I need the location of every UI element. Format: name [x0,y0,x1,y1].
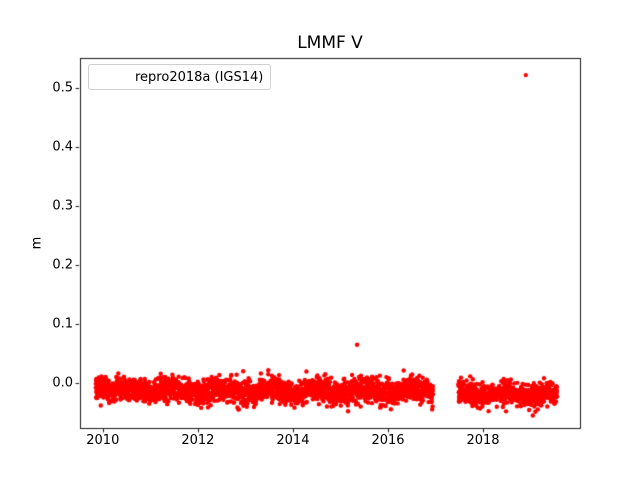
y-tick-label: 0.1 [52,316,73,332]
x-tick-label: 2014 [276,433,310,448]
legend: repro2018a (IGS14) [88,64,272,90]
x-tick-label: 2016 [371,433,405,448]
x-tick-label: 2012 [181,433,215,448]
x-tick-label: 2010 [86,433,120,448]
y-tick-label: 0.3 [52,198,73,214]
y-axis-label: m [29,236,45,250]
legend-label: repro2018a (IGS14) [135,69,264,85]
y-tick-label: 0.5 [52,80,73,96]
legend-dot-icon [103,74,109,80]
y-tick-label: 0.4 [52,139,73,155]
y-tick-label: 0.2 [52,257,73,273]
chart-title: LMMF V [297,33,363,53]
y-tick-label: 0.0 [52,375,73,391]
x-tick-label: 2018 [466,433,500,448]
